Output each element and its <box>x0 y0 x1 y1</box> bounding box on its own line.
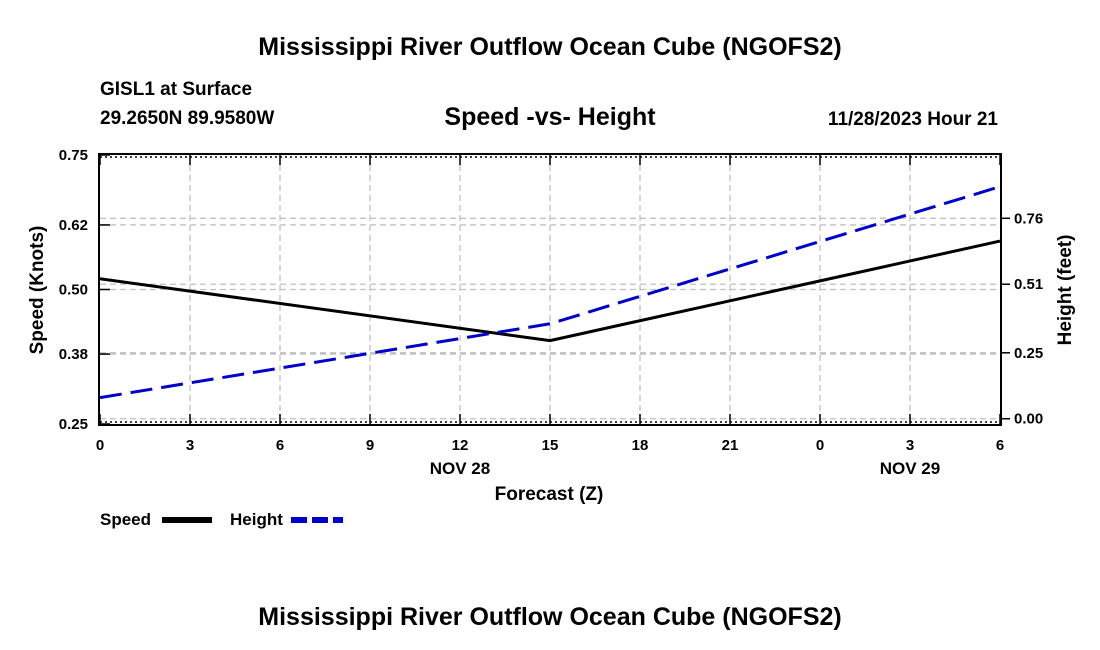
x-tick-label: 15 <box>542 437 559 454</box>
y2-tick-label: 0.51 <box>1014 276 1043 293</box>
axes: 0 3 6 9 12 15 18 21 0 3 6 0.25 0.38 0.50 0.62 0.75 0.00 0… <box>59 147 1043 478</box>
x-tick-label: 21 <box>722 437 739 454</box>
timestamp-label: 11/28/2023 Hour 21 <box>828 109 998 130</box>
x-tick-label: 9 <box>366 437 374 454</box>
series-layer <box>99 185 1001 400</box>
y-tick-label: 0.75 <box>59 147 88 164</box>
x-tick-label: 18 <box>632 437 649 454</box>
x-tick-label: 3 <box>906 437 914 454</box>
legend-label-height: Height <box>230 510 283 529</box>
y2-tick-label: 0.00 <box>1014 411 1043 428</box>
y2-axis-label: Height (feet) <box>1055 235 1076 346</box>
page-title: Mississippi River Outflow Ocean Cube (NG… <box>258 33 841 61</box>
chart-title: Speed -vs- Height <box>444 103 656 131</box>
y-tick-label: 0.38 <box>59 346 88 363</box>
y-tick-label: 0.25 <box>59 416 88 433</box>
coordinates-label: 29.2650N 89.9580W <box>100 108 274 129</box>
x-tick-label: 12 <box>452 437 469 454</box>
legend: Speed Height <box>100 510 343 529</box>
y2-tick-label: 0.76 <box>1014 210 1043 227</box>
y-axis-label: Speed (Knots) <box>27 226 48 355</box>
series-line-speed <box>99 239 1001 343</box>
x-date-label: NOV 29 <box>880 459 940 478</box>
x-date-label: NOV 28 <box>430 459 490 478</box>
x-axis-label: Forecast (Z) <box>495 484 604 505</box>
x-tick-label: 0 <box>816 437 824 454</box>
y-tick-label: 0.62 <box>59 217 88 234</box>
y-tick-label: 0.50 <box>59 282 88 299</box>
legend-label-speed: Speed <box>100 510 151 529</box>
x-tick-label: 6 <box>276 437 284 454</box>
x-tick-label: 0 <box>96 437 104 454</box>
y2-tick-label: 0.25 <box>1014 345 1043 362</box>
plot-frame <box>98 153 1002 426</box>
grid <box>100 155 1000 424</box>
station-label: GISL1 at Surface <box>100 79 252 100</box>
footer-title: Mississippi River Outflow Ocean Cube (NG… <box>258 603 841 631</box>
x-tick-label: 3 <box>186 437 194 454</box>
x-tick-label: 6 <box>996 437 1004 454</box>
